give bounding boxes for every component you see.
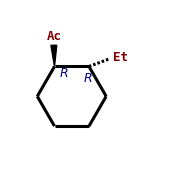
Text: Et: Et bbox=[113, 51, 128, 64]
Text: R: R bbox=[84, 72, 93, 85]
Polygon shape bbox=[51, 45, 57, 66]
Text: Ac: Ac bbox=[46, 30, 61, 43]
Text: R: R bbox=[60, 67, 69, 80]
